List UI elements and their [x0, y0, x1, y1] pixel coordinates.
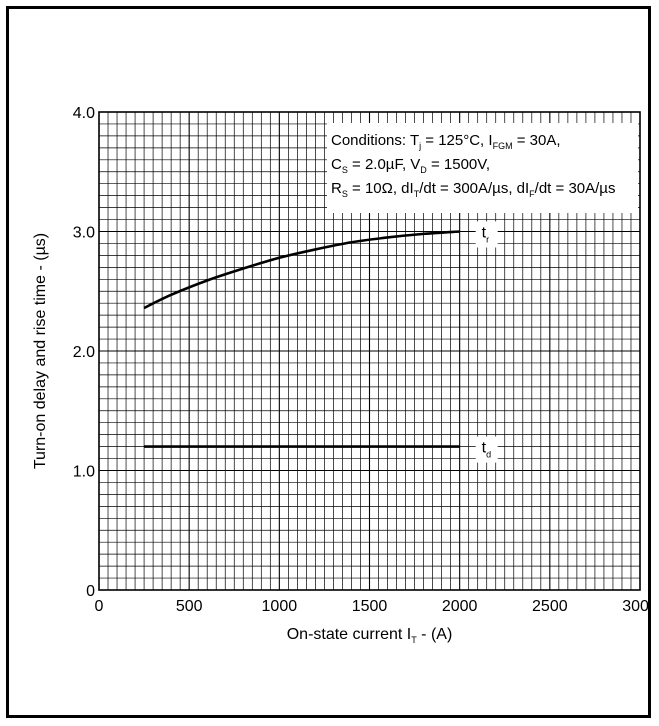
- x-tick-label: 2500: [532, 598, 568, 615]
- axis-titles: On-state current IT - (A) Turn-on delay a…: [32, 233, 452, 645]
- y-axis-label: Turn-on delay and rise time - (µs): [32, 233, 49, 469]
- grid: [99, 112, 640, 590]
- series-line-tr: [143, 230, 460, 310]
- series: tr td: [143, 221, 498, 463]
- x-tick-label: 1500: [352, 598, 388, 615]
- y-tick-label: 3.0: [73, 225, 95, 242]
- y-tick-label: 0: [86, 583, 95, 600]
- series-label-bg: [475, 436, 498, 463]
- conditions-box: Conditions: Tj = 125°C, IFGM = 30A, CS = …: [327, 123, 638, 213]
- x-tick-label: 2000: [442, 598, 478, 615]
- series-label-bg: [475, 221, 498, 248]
- conditions-bg: [327, 123, 638, 213]
- series-label-tr: tr: [482, 225, 489, 245]
- conditions-line3: RS = 10Ω, dIT/dt = 300A/µs, dIF/dt = 30A…: [331, 180, 615, 199]
- x-tick-label: 0: [95, 598, 104, 615]
- plot-border: [98, 111, 641, 591]
- conditions-line2: CS = 2.0µF, VD = 1500V,: [331, 156, 490, 175]
- y-tick-label: 2.0: [73, 344, 95, 361]
- series-label-td: td: [482, 440, 491, 460]
- y-tick-label: 1.0: [73, 464, 95, 481]
- x-tick-label: 1000: [262, 598, 298, 615]
- x-tick-label: 500: [176, 598, 203, 615]
- conditions-line1: Conditions: Tj = 125°C, IFGM = 30A,: [331, 132, 561, 151]
- y-tick-label: 4.0: [73, 105, 95, 122]
- x-axis-label: On-state current IT - (A): [287, 626, 453, 645]
